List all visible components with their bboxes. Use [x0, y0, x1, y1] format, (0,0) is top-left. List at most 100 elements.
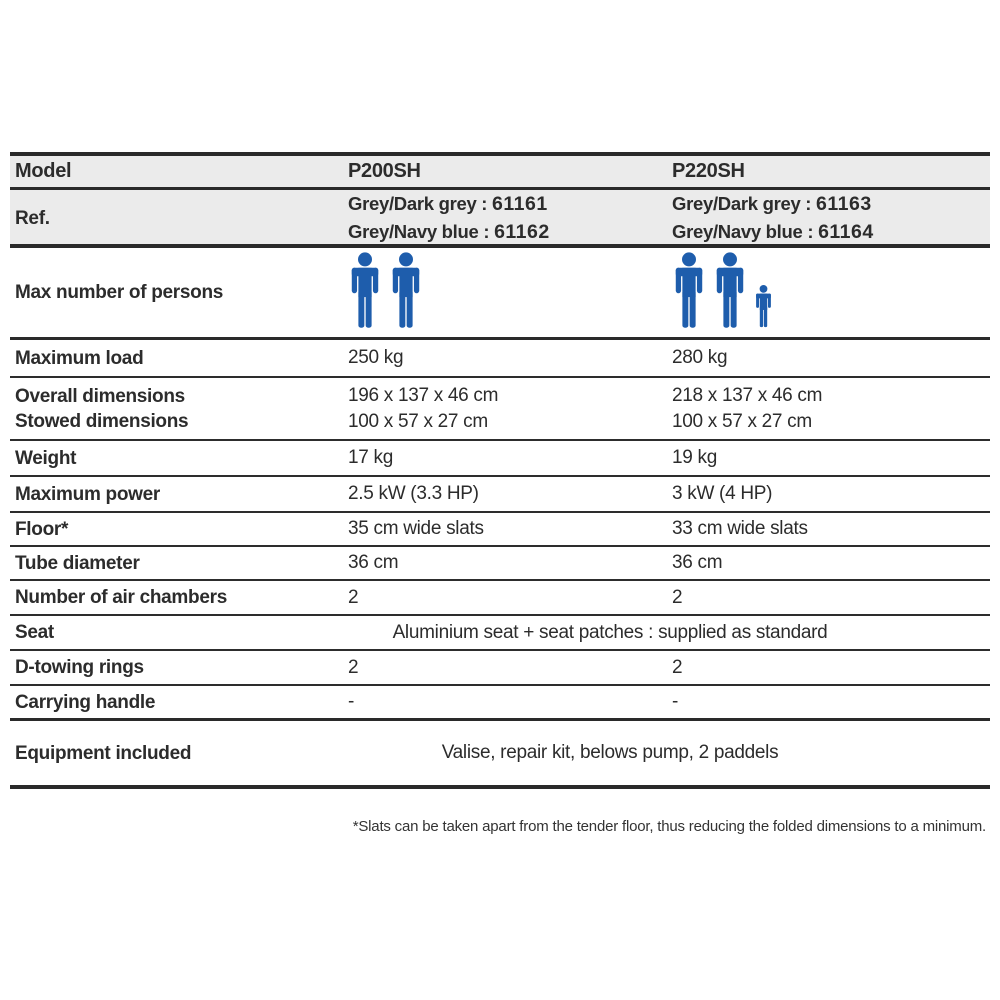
spec-value-line: - [672, 691, 679, 712]
spec-value-line: 2.5 kW (3.3 HP) [348, 483, 479, 504]
ref-label: Ref. [15, 207, 50, 229]
spec-value-line: 2 [672, 656, 683, 678]
ref-color-label: Grey/Navy blue : [348, 221, 490, 242]
spec-value-span-seat: Aluminium seat + seat patches : supplied… [392, 621, 828, 643]
spec-label-air-chambers: Number of air chambers [10, 585, 348, 610]
spec-value-line: 196 x 137 x 46 cm [348, 384, 499, 406]
spec-label-line: Seat [15, 622, 54, 643]
spec-label-line: Maximum load [15, 347, 144, 369]
spec-value-line: 250 kg [348, 347, 404, 368]
footnote: *Slats can be taken apart from the tende… [352, 818, 986, 835]
spec-value-weight-p200: 17 kg [348, 445, 672, 471]
spec-row-carrying-handle: Carrying handle - - [10, 686, 990, 721]
person-child-icon [756, 284, 771, 328]
spec-label-carrying-handle: Carrying handle [10, 690, 348, 715]
model-header-row: Model P200SH P220SH [10, 156, 990, 190]
spec-value-weight-p220: 19 kg [672, 445, 990, 471]
spec-row-tube-diameter: Tube diameter 36 cm 36 cm [10, 547, 990, 581]
spec-value-carrying-handle-p220: - [672, 689, 990, 715]
spec-value-line: 35 cm wide slats [348, 518, 484, 539]
spec-row-maximum-load: Maximum load 250 kg 280 kg [10, 340, 990, 378]
spec-label-line: Stowed dimensions [15, 410, 189, 432]
persons-row: Max number of persons [10, 248, 990, 340]
spec-label-tube-diameter: Tube diameter [10, 551, 348, 576]
spec-value-line: 3 kW (4 HP) [672, 483, 773, 504]
person-adult-icon [351, 252, 379, 328]
spec-row-maximum-power: Maximum power 2.5 kW (3.3 HP) 3 kW (4 HP) [10, 477, 990, 513]
spec-label-line: D-towing rings [15, 657, 144, 678]
spec-label-equipment-included: Equipment included [10, 741, 348, 766]
spec-value-line: 36 cm [348, 552, 399, 573]
model-name-p200: P200SH [348, 160, 421, 182]
spec-label-line: Floor* [15, 518, 69, 540]
spec-label-line: Carrying handle [15, 691, 156, 713]
spec-value-floor-p220: 33 cm wide slats [672, 516, 990, 542]
person-adult-icon [675, 252, 703, 328]
person-adult-icon [392, 252, 420, 328]
persons-icons-p220 [672, 248, 990, 337]
spec-row-equipment-included: Equipment included Valise, repair kit, be… [10, 721, 990, 785]
spec-value-line: 280 kg [672, 347, 728, 368]
spec-label-maximum-load: Maximum load [10, 346, 348, 371]
spec-value-d-towing-rings-p220: 2 [672, 655, 990, 681]
spec-value-dimensions-p200: 196 x 137 x 46 cm 100 x 57 x 27 cm [348, 383, 672, 435]
spec-label-line: Maximum power [15, 483, 160, 505]
spec-label-seat: Seat [10, 620, 348, 645]
spec-value-floor-p200: 35 cm wide slats [348, 516, 672, 542]
spec-value-tube-diameter-p220: 36 cm [672, 550, 990, 576]
spec-value-d-towing-rings-p200: 2 [348, 655, 672, 681]
spec-value-maximum-power-p200: 2.5 kW (3.3 HP) [348, 481, 672, 507]
model-header-label: Model [15, 160, 72, 182]
spec-row-floor: Floor* 35 cm wide slats 33 cm wide slats [10, 513, 990, 547]
spec-label-line: Number of air chambers [15, 587, 227, 608]
spec-label-maximum-power: Maximum power [10, 482, 348, 507]
spec-value-line: 19 kg [672, 447, 717, 468]
spec-label-dimensions: Overall dimensions Stowed dimensions [10, 384, 348, 434]
spec-value-line: 2 [672, 586, 683, 608]
spec-value-maximum-load-p200: 250 kg [348, 345, 672, 371]
ref-code: 61164 [818, 221, 874, 243]
spec-rows-container: Maximum load 250 kg 280 kg Overall dimensio… [10, 340, 990, 785]
spec-label-floor: Floor* [10, 517, 348, 542]
model-name-p220: P220SH [672, 160, 745, 182]
spec-value-air-chambers-p220: 2 [672, 585, 990, 611]
ref-line: Grey/Dark grey : 61163 [672, 190, 990, 218]
ref-code: 61161 [492, 193, 548, 215]
spec-label-d-towing-rings: D-towing rings [10, 655, 348, 680]
persons-icons-p200 [348, 248, 672, 337]
persons-label: Max number of persons [15, 282, 224, 303]
ref-code: 61162 [494, 221, 550, 243]
spec-label-line: Overall dimensions [15, 385, 185, 407]
spec-value-span-equipment-included: Valise, repair kit, belows pump, 2 padde… [441, 742, 779, 763]
spec-row-weight: Weight 17 kg 19 kg [10, 441, 990, 477]
spec-label-line: Equipment included [15, 742, 192, 764]
spec-value-line: - [348, 691, 355, 712]
spec-value-line: 100 x 57 x 27 cm [348, 410, 488, 432]
ref-line: Grey/Navy blue : 61162 [348, 218, 672, 246]
spec-table: Model P200SH P220SH Ref. Grey/Dark grey … [10, 152, 990, 789]
spec-value-line: 33 cm wide slats [672, 518, 808, 539]
spec-label-weight: Weight [10, 446, 348, 471]
spec-value-line: 2 [348, 586, 359, 608]
spec-label-line: Tube diameter [15, 552, 140, 574]
spec-value-air-chambers-p200: 2 [348, 585, 672, 611]
ref-color-label: Grey/Navy blue : [672, 221, 814, 242]
ref-line: Grey/Navy blue : 61164 [672, 218, 990, 246]
spec-value-line: 2 [348, 656, 359, 678]
ref-color-label: Grey/Dark grey : [672, 193, 812, 214]
ref-p200: Grey/Dark grey : 61161 Grey/Navy blue : … [348, 190, 672, 246]
ref-row: Ref. Grey/Dark grey : 61161 Grey/Navy bl… [10, 190, 990, 248]
spec-value-line: 17 kg [348, 447, 393, 468]
person-adult-icon [716, 252, 744, 328]
spec-row-d-towing-rings: D-towing rings 2 2 [10, 651, 990, 686]
spec-label-line: Weight [15, 447, 77, 469]
spec-value-maximum-load-p220: 280 kg [672, 345, 990, 371]
ref-p220: Grey/Dark grey : 61163 Grey/Navy blue : … [672, 190, 990, 246]
spec-value-carrying-handle-p200: - [348, 689, 672, 715]
spec-value-line: 100 x 57 x 27 cm [672, 410, 812, 432]
ref-line: Grey/Dark grey : 61161 [348, 190, 672, 218]
spec-value-dimensions-p220: 218 x 137 x 46 cm 100 x 57 x 27 cm [672, 383, 990, 435]
ref-color-label: Grey/Dark grey : [348, 193, 488, 214]
spec-value-line: 218 x 137 x 46 cm [672, 384, 823, 406]
